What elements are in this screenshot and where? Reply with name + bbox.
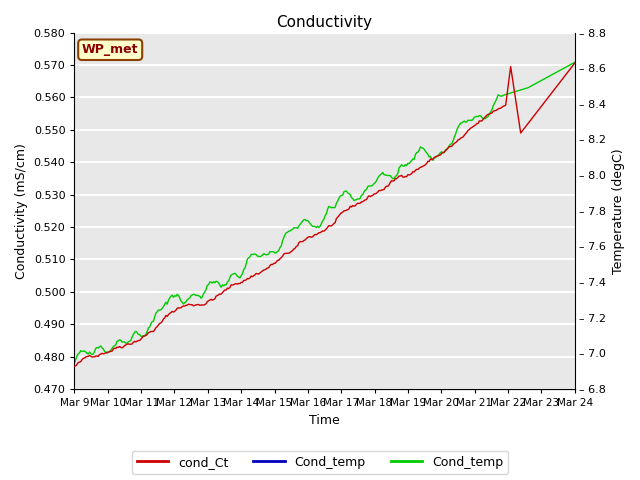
X-axis label: Time: Time [309,414,340,427]
Y-axis label: Temperature (degC): Temperature (degC) [612,148,625,274]
Text: WP_met: WP_met [82,43,138,56]
Title: Conductivity: Conductivity [276,15,372,30]
Legend: cond_Ct, Cond_temp, Cond_temp: cond_Ct, Cond_temp, Cond_temp [132,451,508,474]
Y-axis label: Conductivity (mS/cm): Conductivity (mS/cm) [15,143,28,279]
